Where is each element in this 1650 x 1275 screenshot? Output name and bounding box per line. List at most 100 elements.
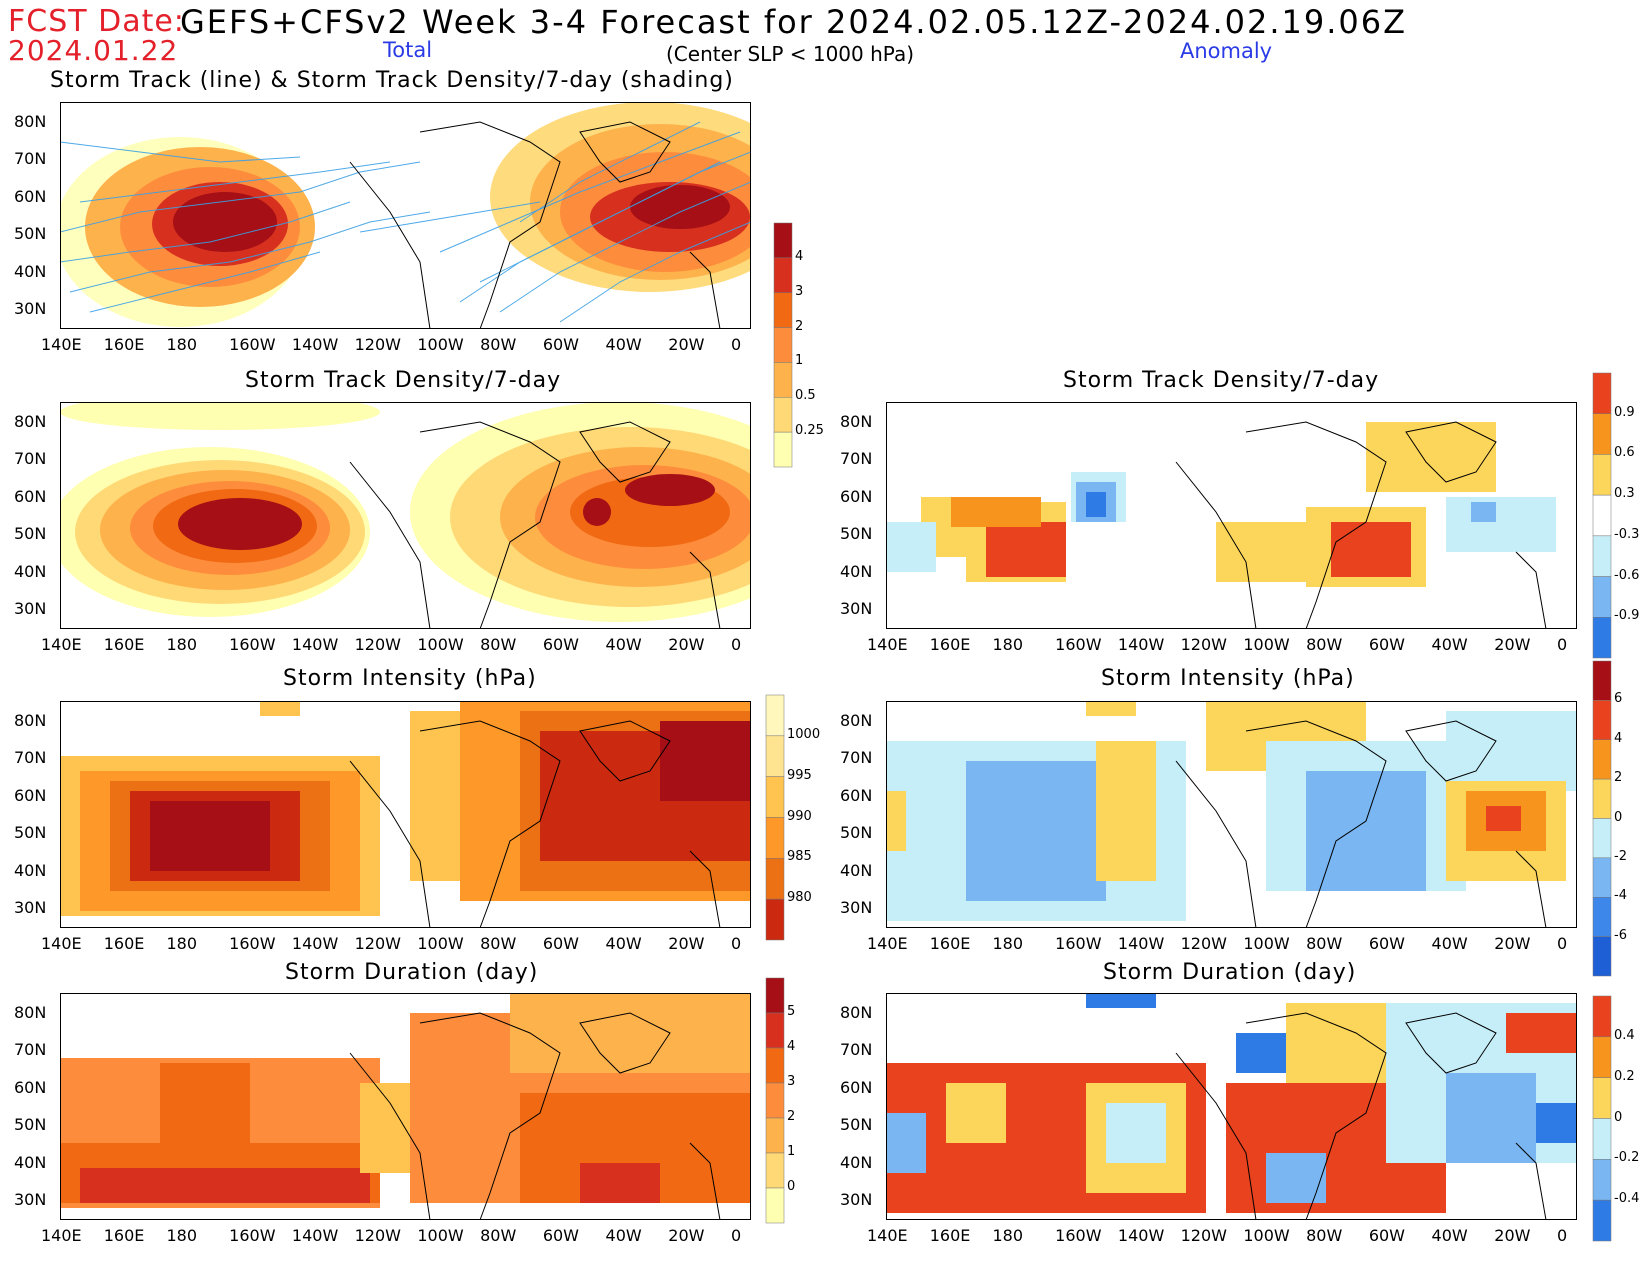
lat-tick-label-track: 40N [14, 262, 47, 281]
lon-tick-label-density-anom: 140W [1117, 635, 1165, 654]
lon-tick-label-density-anom: 20W [1494, 635, 1531, 654]
lat-tick-label-density-anom: 30N [840, 599, 873, 618]
lon-tick-label-intensity-total: 0 [731, 934, 742, 953]
lon-tick-label-duration-total: 20W [668, 1226, 705, 1245]
lon-tick-label-density-anom: 0 [1557, 635, 1568, 654]
lon-tick-label-duration-total: 0 [731, 1226, 742, 1245]
lon-tick-label-duration-anom: 120W [1180, 1226, 1227, 1245]
lon-tick-label-track: 140W [291, 335, 339, 354]
lat-tick-label-intensity-total: 60N [14, 786, 47, 805]
colorbar-label: 0.6 [1614, 445, 1635, 461]
lon-tick-label-intensity-anom: 0 [1557, 934, 1568, 953]
lon-tick-label-intensity-total: 140E [41, 934, 82, 953]
lat-tick-label-intensity-anom: 70N [840, 748, 873, 767]
lon-tick-label-duration-anom: 80W [1306, 1226, 1343, 1245]
lon-tick-label-track: 140E [41, 335, 82, 354]
lon-tick-label-duration-total: 160W [229, 1226, 276, 1245]
lon-tick-label-duration-total: 180 [166, 1226, 197, 1245]
lat-tick-label-intensity-total: 40N [14, 861, 47, 880]
lat-tick-label-duration-total: 30N [14, 1190, 47, 1209]
lon-tick-label-density-total: 60W [542, 635, 579, 654]
colorbar-swatch [765, 1187, 785, 1224]
colorbar-label: 0.9 [1614, 404, 1635, 420]
panel-title-intensity-anom: Storm Intensity (hPa) [1101, 666, 1355, 691]
lon-tick-label-intensity-total: 160W [229, 934, 276, 953]
duration-total-map-svg [60, 993, 751, 1220]
lon-tick-label-duration-anom: 160E [929, 1226, 971, 1245]
duration-anomaly-map-svg [886, 993, 1577, 1220]
colorbar-label: 0 [1614, 809, 1623, 825]
lon-tick-label-density-total: 40W [605, 635, 642, 654]
panel-title-track: Storm Track (line) & Storm Track Density… [50, 68, 734, 93]
lat-tick-label-intensity-total: 70N [14, 748, 47, 767]
colorbar-label: 0.2 [1614, 1068, 1635, 1084]
colorbar-swatch [1592, 1118, 1612, 1160]
colorbar-swatch [1592, 494, 1612, 537]
track-map-svg [60, 102, 751, 329]
lon-tick-label-intensity-total: 20W [668, 934, 705, 953]
colorbar-swatch [1592, 535, 1612, 577]
lon-tick-label-density-anom: 180 [992, 635, 1023, 654]
lon-tick-label-intensity-anom: 180 [992, 934, 1023, 953]
lon-tick-label-density-anom: 60W [1368, 635, 1405, 654]
lon-tick-label-density-total: 140E [41, 635, 82, 654]
lat-tick-label-duration-anom: 60N [840, 1078, 873, 1097]
colorbar-label: 0.5 [795, 388, 816, 404]
colorbar-label: 3 [795, 283, 804, 299]
lon-tick-label-intensity-total: 40W [605, 934, 642, 953]
colorbar-swatch [765, 1152, 785, 1189]
lat-tick-label-density-total: 30N [14, 599, 47, 618]
lat-tick-label-track: 70N [14, 149, 47, 168]
colorbar-label: -4 [1614, 888, 1627, 904]
lon-tick-label-intensity-total: 120W [354, 934, 401, 953]
lat-tick-label-density-total: 60N [14, 487, 47, 506]
lon-tick-label-density-anom: 80W [1306, 635, 1343, 654]
lon-tick-label-track: 80W [480, 335, 517, 354]
colorbar-label: 3 [787, 1074, 796, 1089]
colorbar-label: -6 [1614, 927, 1627, 943]
lon-tick-label-duration-anom: 160W [1055, 1226, 1102, 1245]
lon-tick-label-intensity-anom: 160W [1055, 934, 1102, 953]
lon-tick-label-track: 160W [229, 335, 276, 354]
lat-tick-label-density-total: 80N [14, 412, 47, 431]
map-intensity-total [60, 701, 751, 928]
colorbar-label: 0.4 [1614, 1027, 1635, 1043]
lon-tick-label-duration-anom: 40W [1431, 1226, 1468, 1245]
lat-tick-label-duration-anom: 50N [840, 1115, 873, 1134]
density-total-map-svg [60, 402, 751, 629]
lon-tick-label-intensity-total: 180 [166, 934, 197, 953]
lon-tick-label-density-total: 160W [229, 635, 276, 654]
colorbar-swatch [1592, 897, 1612, 937]
lat-tick-label-duration-anom: 80N [840, 1003, 873, 1022]
map-density-anomaly [886, 402, 1577, 629]
colorbar-duration-total [765, 977, 785, 1224]
colorbar-intensity-anom [1592, 660, 1612, 977]
lat-tick-label-track: 80N [14, 112, 47, 131]
lon-tick-label-duration-total: 120W [354, 1226, 401, 1245]
colorbar-label: 4 [787, 1039, 796, 1054]
map-duration-anomaly [886, 993, 1577, 1220]
lon-tick-label-density-total: 0 [731, 635, 742, 654]
lon-tick-label-track: 100W [417, 335, 464, 354]
lon-tick-label-duration-anom: 100W [1243, 1226, 1290, 1245]
lon-tick-label-duration-total: 60W [542, 1226, 579, 1245]
lon-tick-label-density-total: 20W [668, 635, 705, 654]
lat-tick-label-density-anom: 80N [840, 412, 873, 431]
criterion-label: (Center SLP < 1000 hPa) [666, 42, 914, 66]
colorbar-swatch [1592, 739, 1612, 780]
map-density-total [60, 402, 751, 629]
lat-tick-label-density-total: 50N [14, 524, 47, 543]
lat-tick-label-density-anom: 50N [840, 524, 873, 543]
lat-tick-label-track: 50N [14, 224, 47, 243]
lon-tick-label-density-total: 100W [417, 635, 464, 654]
map-duration-total [60, 993, 751, 1220]
lat-tick-label-intensity-anom: 40N [840, 861, 873, 880]
colorbar-label: 2 [787, 1109, 796, 1124]
colorbar-label: 2 [795, 318, 804, 334]
colorbar-swatch [1592, 1159, 1612, 1201]
colorbar-swatch [1592, 576, 1612, 618]
lon-tick-label-density-total: 80W [480, 635, 517, 654]
lon-tick-label-track: 180 [166, 335, 197, 354]
lat-tick-label-duration-total: 50N [14, 1115, 47, 1134]
colorbar-swatch [773, 397, 793, 433]
